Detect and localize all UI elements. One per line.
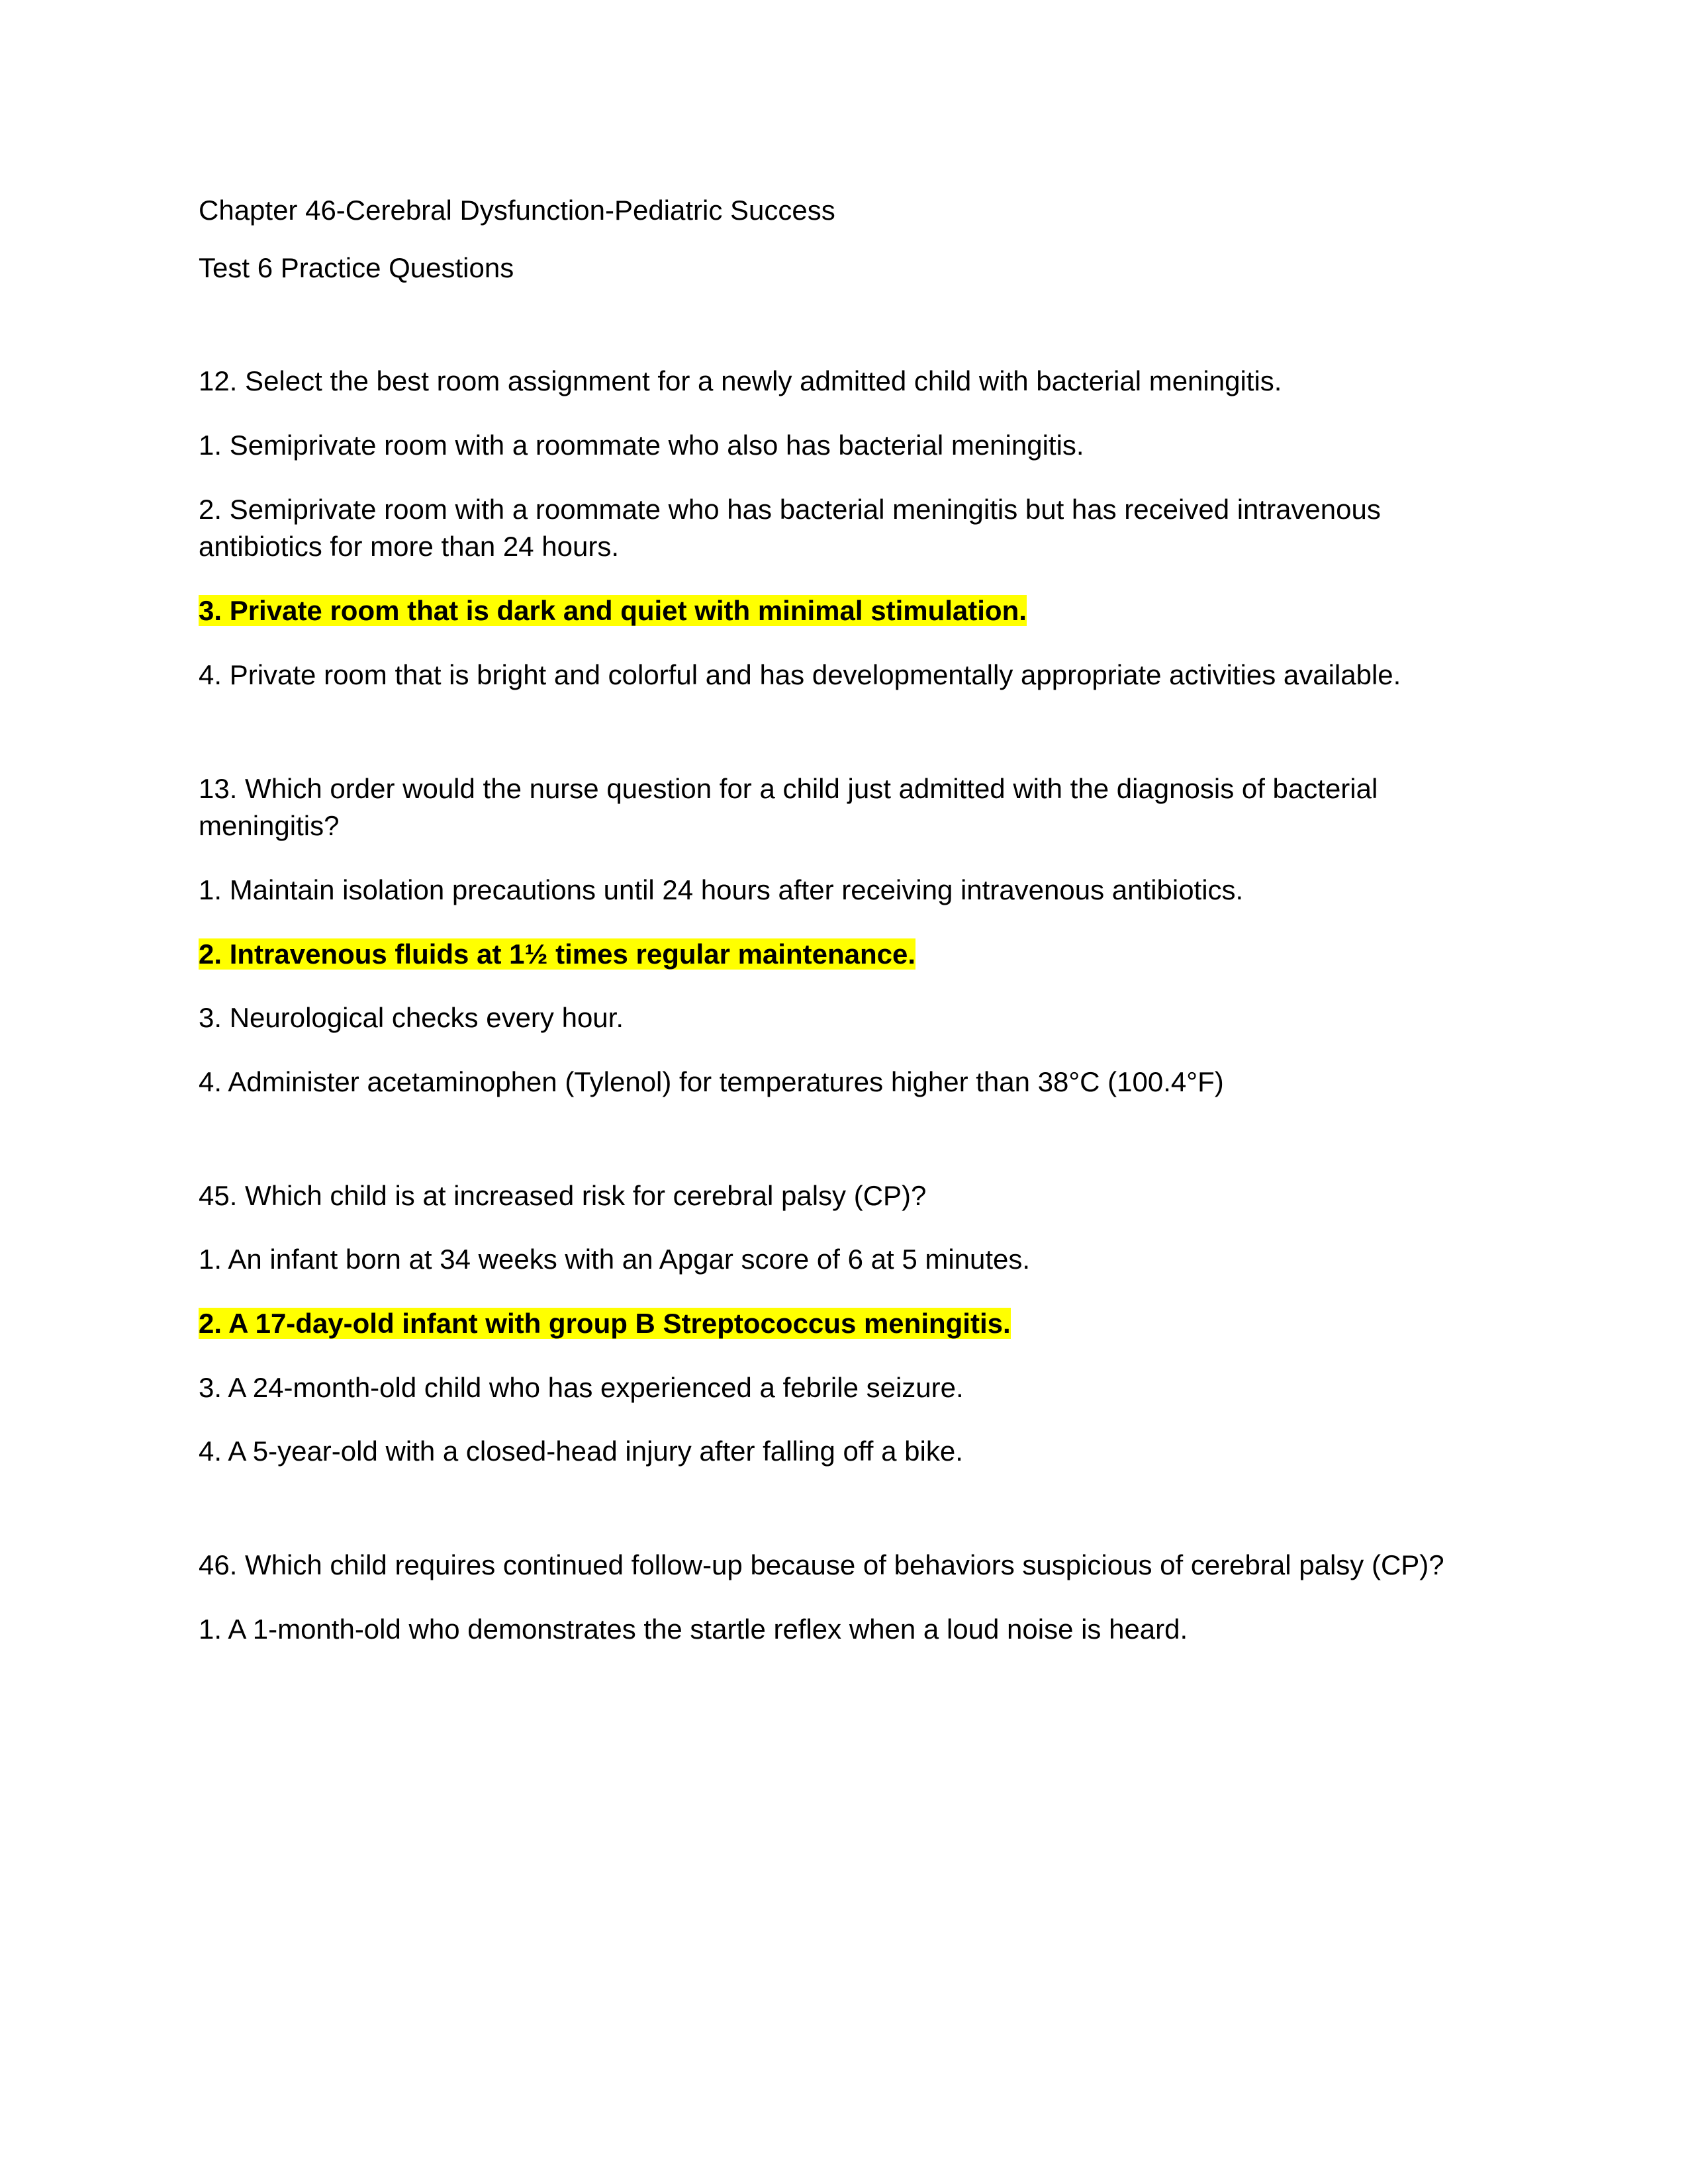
answer-option: 1. Semiprivate room with a roommate who …: [199, 427, 1489, 465]
question-prompt: 45. Which child is at increased risk for…: [199, 1177, 1489, 1215]
question-prompt: 46. Which child requires continued follo…: [199, 1547, 1489, 1584]
answer-option: 4. Administer acetaminophen (Tylenol) fo…: [199, 1064, 1489, 1101]
answer-option: 3. A 24-month-old child who has experien…: [199, 1369, 1489, 1407]
answer-option: 1. An infant born at 34 weeks with an Ap…: [199, 1241, 1489, 1279]
chapter-title: Chapter 46-Cerebral Dysfunction-Pediatri…: [199, 192, 1489, 230]
question-block: 13. Which order would the nurse question…: [199, 770, 1489, 1101]
test-subtitle: Test 6 Practice Questions: [199, 250, 1489, 287]
question-block: 45. Which child is at increased risk for…: [199, 1177, 1489, 1471]
answer-option-correct: 2. Intravenous fluids at 1½ times regula…: [199, 936, 1489, 974]
answer-option: 4. Private room that is bright and color…: [199, 657, 1489, 694]
answer-option: 2. Semiprivate room with a roommate who …: [199, 491, 1489, 566]
question-block: 12. Select the best room assignment for …: [199, 363, 1489, 694]
answer-option: 1. A 1-month-old who demonstrates the st…: [199, 1611, 1489, 1649]
question-prompt: 12. Select the best room assignment for …: [199, 363, 1489, 400]
answer-option: 1. Maintain isolation precautions until …: [199, 872, 1489, 909]
question-block: 46. Which child requires continued follo…: [199, 1547, 1489, 1648]
answer-option-correct: 3. Private room that is dark and quiet w…: [199, 592, 1489, 630]
document-page: Chapter 46-Cerebral Dysfunction-Pediatri…: [0, 0, 1688, 1648]
answer-option: 3. Neurological checks every hour.: [199, 999, 1489, 1037]
answer-option: 4. A 5-year-old with a closed-head injur…: [199, 1433, 1489, 1471]
answer-option-correct: 2. A 17-day-old infant with group B Stre…: [199, 1305, 1489, 1343]
question-prompt: 13. Which order would the nurse question…: [199, 770, 1489, 845]
